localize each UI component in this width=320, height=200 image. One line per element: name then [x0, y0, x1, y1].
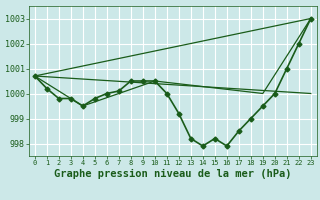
X-axis label: Graphe pression niveau de la mer (hPa): Graphe pression niveau de la mer (hPa)	[54, 169, 292, 179]
